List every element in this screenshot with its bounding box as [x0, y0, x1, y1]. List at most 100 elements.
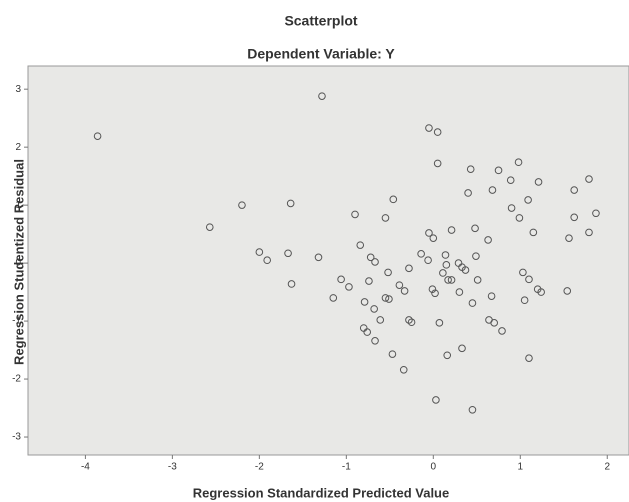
point: [443, 351, 452, 360]
y-tick-label: 1: [15, 200, 21, 211]
point: [570, 186, 579, 194]
point: [525, 354, 533, 362]
x-tick-label: 1: [517, 462, 523, 473]
point: [473, 276, 482, 284]
point: [570, 213, 579, 222]
point: [399, 365, 408, 374]
x-tick-label: 2: [604, 462, 610, 473]
point: [370, 305, 378, 313]
point: [447, 226, 456, 234]
point: [490, 319, 498, 327]
point: [484, 236, 492, 244]
point: [356, 241, 365, 249]
point: [433, 159, 442, 168]
point: [529, 228, 538, 237]
x-tick-label: -3: [168, 462, 177, 473]
point: [314, 253, 323, 262]
x-tick-label: -2: [255, 462, 264, 473]
point: [263, 256, 271, 265]
point: [488, 186, 497, 194]
point: [439, 269, 447, 277]
y-tick-label: 0: [15, 258, 21, 269]
point: [468, 405, 477, 414]
point: [506, 176, 515, 185]
point: [424, 256, 432, 265]
point: [487, 292, 496, 300]
point: [345, 283, 353, 291]
point: [471, 224, 479, 233]
point: [360, 298, 369, 306]
point: [363, 328, 372, 336]
point: [428, 285, 437, 293]
point: [417, 250, 425, 258]
point: [432, 396, 440, 404]
point: [405, 264, 413, 273]
point: [318, 92, 326, 100]
point: [441, 251, 450, 259]
point: [507, 204, 516, 212]
point: [455, 288, 464, 296]
point: [468, 299, 477, 307]
point: [563, 287, 572, 295]
point: [337, 275, 345, 284]
point: [433, 128, 442, 136]
point: [385, 295, 393, 303]
point: [565, 234, 573, 242]
point: [351, 210, 359, 219]
point: [284, 249, 292, 258]
chart-subtitle: Dependent Variable: Y: [247, 46, 395, 62]
point: [537, 288, 545, 296]
point: [498, 327, 506, 335]
x-tick-label: -1: [342, 462, 351, 473]
point: [376, 316, 385, 324]
point: [429, 234, 438, 242]
y-axis-label: Regression Studentized Residual: [11, 159, 26, 365]
point: [365, 277, 373, 285]
point: [425, 229, 433, 237]
point: [464, 189, 472, 197]
point: [585, 228, 593, 237]
point: [524, 196, 532, 204]
point: [238, 201, 246, 209]
point: [371, 258, 379, 266]
point: [592, 209, 600, 218]
point: [381, 214, 390, 222]
point: [405, 316, 413, 324]
point: [287, 280, 296, 288]
point: [447, 276, 456, 284]
y-tick-label: 2: [15, 142, 21, 153]
point: [519, 268, 527, 277]
point: [585, 175, 593, 183]
y-tick-label: -2: [12, 374, 21, 385]
point: [255, 248, 264, 256]
x-tick-label: -4: [81, 462, 90, 473]
point: [371, 336, 379, 345]
point: [472, 252, 480, 260]
point: [458, 344, 466, 353]
point: [400, 287, 409, 295]
y-tick-label: -3: [12, 432, 21, 443]
point: [520, 296, 529, 305]
point: [525, 275, 533, 284]
point: [515, 214, 524, 222]
plot-area: [27, 65, 629, 456]
y-tick-label: -1: [12, 316, 21, 327]
point: [407, 318, 416, 327]
chart-title: Scatterplot: [284, 13, 357, 29]
point: [388, 350, 397, 358]
point: [494, 166, 503, 175]
point: [93, 132, 102, 140]
point: [205, 223, 214, 231]
point: [395, 281, 404, 289]
point: [366, 253, 375, 262]
point: [329, 294, 338, 302]
x-tick-label: 0: [431, 462, 437, 473]
point: [534, 178, 543, 186]
point: [444, 276, 452, 284]
point: [442, 261, 451, 269]
point: [384, 268, 392, 277]
y-tick-label: 3: [15, 84, 21, 95]
point: [425, 124, 433, 132]
point: [389, 195, 398, 204]
